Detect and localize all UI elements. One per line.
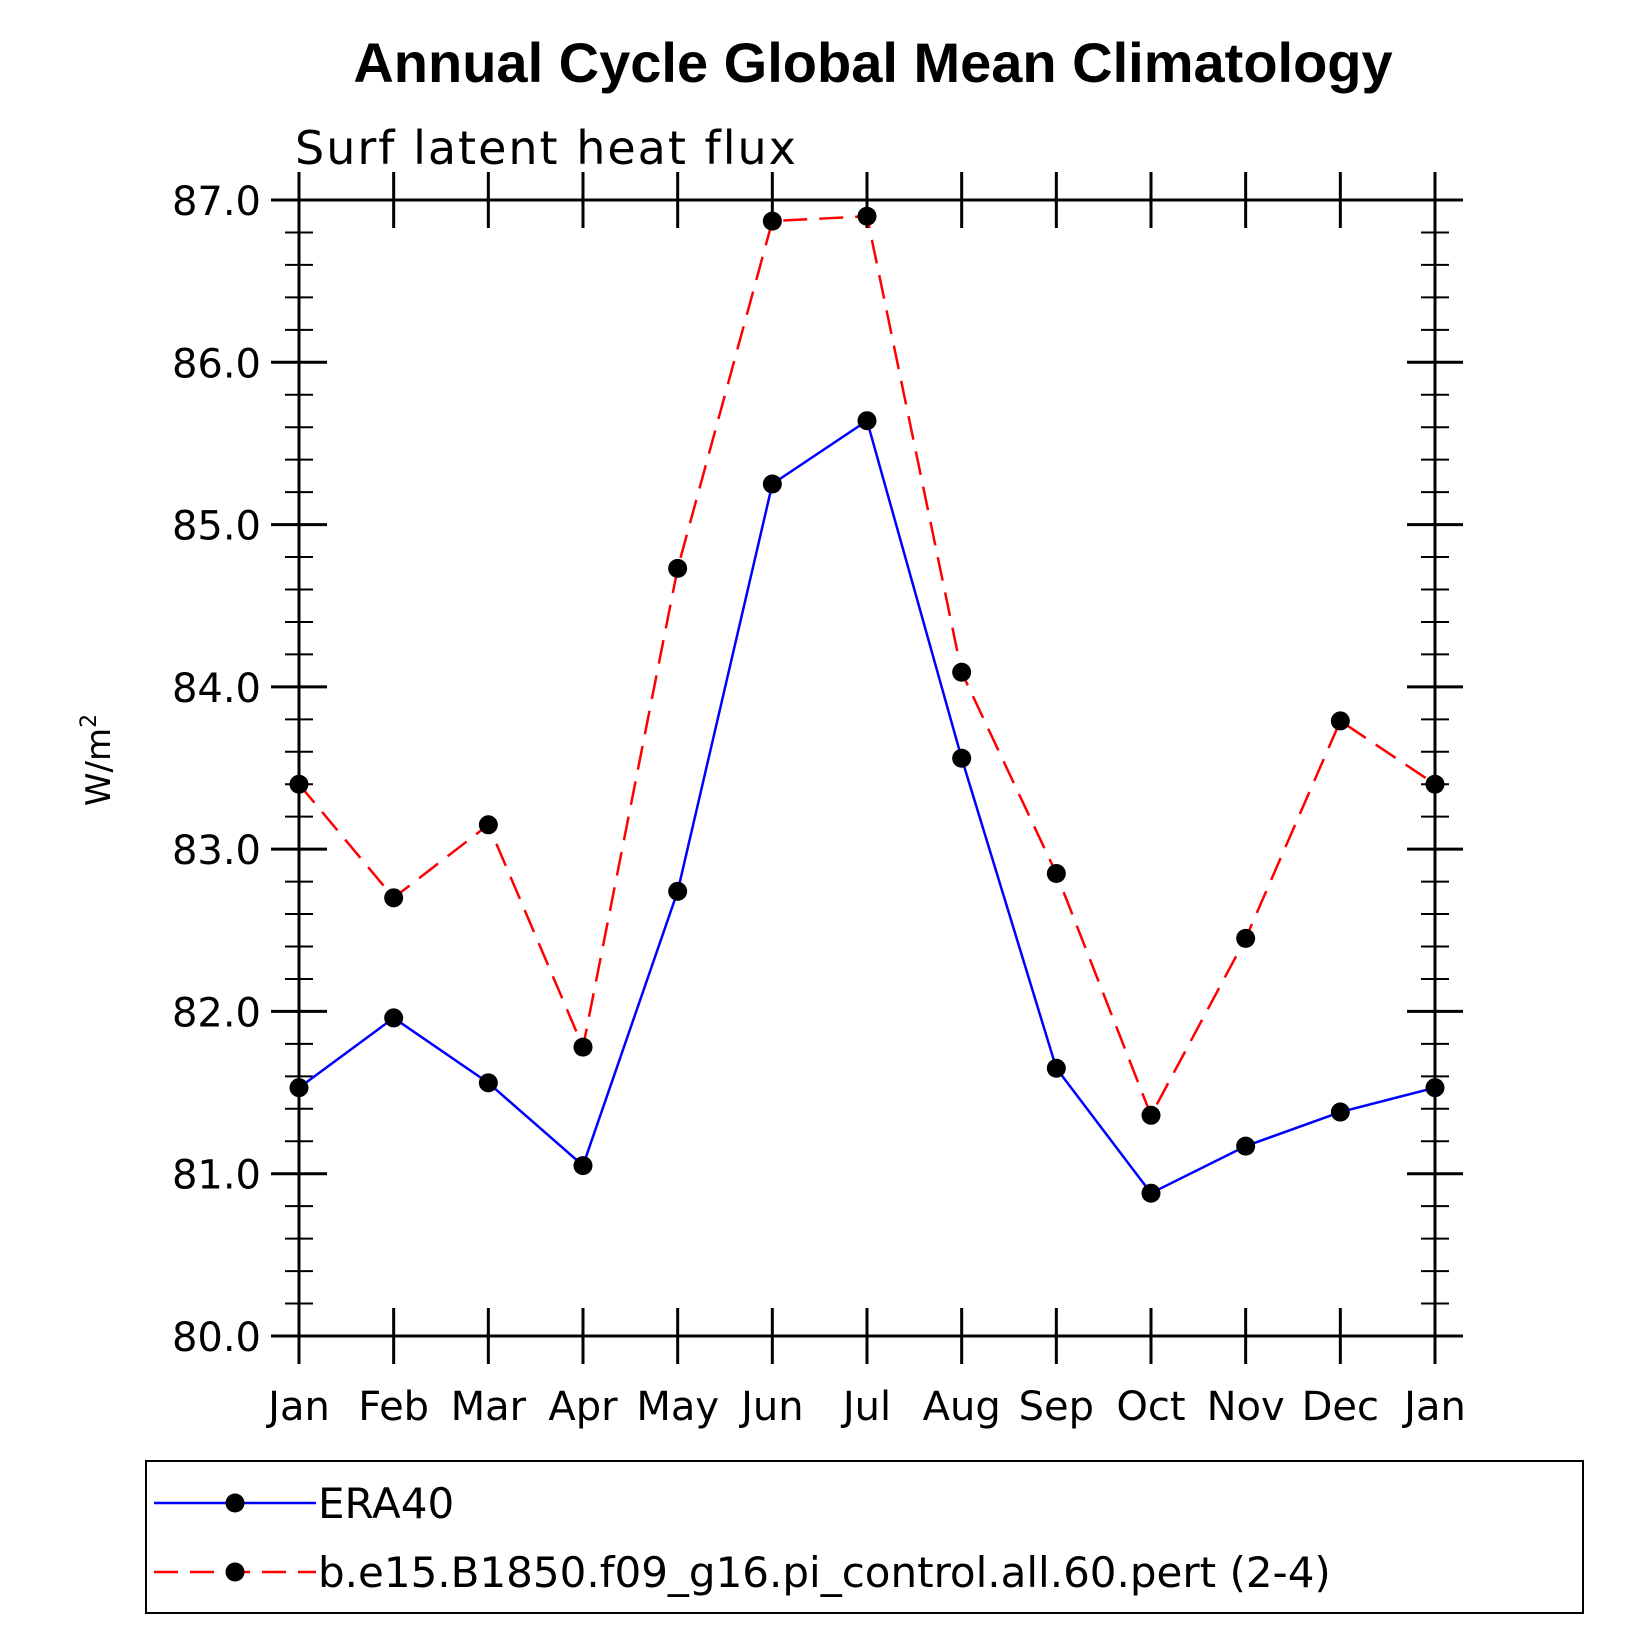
data-point-series-1 — [384, 888, 404, 908]
data-point-series-1 — [952, 662, 972, 682]
y-tick-label: 86.0 — [172, 341, 261, 387]
series-line-0 — [298, 418, 1436, 1195]
y-axis-label: W/m2 — [77, 714, 119, 806]
x-tick-label: Apr — [548, 1384, 618, 1430]
data-point-series-1 — [1236, 928, 1256, 948]
x-tick-label: Jan — [1401, 1384, 1466, 1430]
chart-title: Annual Cycle Global Mean Climatology — [353, 31, 1392, 94]
y-axis-label-main: W/m — [79, 728, 119, 806]
x-tick-label: Jan — [265, 1384, 330, 1430]
y-tick-label: 81.0 — [172, 1153, 261, 1199]
data-point-series-1 — [1141, 1105, 1161, 1125]
data-point-series-1 — [668, 558, 688, 578]
x-tick-label: Mar — [451, 1384, 527, 1430]
data-point-series-0 — [668, 881, 688, 901]
y-tick-label: 80.0 — [172, 1315, 261, 1361]
data-point-series-1 — [478, 815, 498, 835]
data-point-series-1 — [573, 1037, 593, 1057]
axes-frame — [271, 172, 1463, 1364]
x-tick-label: Sep — [1019, 1384, 1094, 1430]
y-tick-label: 87.0 — [172, 179, 261, 225]
data-point-series-1 — [289, 774, 309, 794]
data-point-series-0 — [573, 1156, 593, 1176]
legend-label-0: ERA40 — [318, 1479, 454, 1528]
data-point-series-1 — [1330, 711, 1350, 731]
data-point-series-0 — [952, 748, 972, 768]
data-point-series-0 — [1330, 1102, 1350, 1122]
x-tick-label: Oct — [1116, 1384, 1185, 1430]
plot-border — [297, 198, 1437, 1338]
data-point-series-0 — [289, 1078, 309, 1098]
data-point-series-0 — [857, 411, 877, 431]
x-tick-label: Dec — [1302, 1384, 1379, 1430]
legend-marker-1 — [225, 1562, 245, 1582]
legend: ERA40 b.e15.B1850.f09_g16.pi_control.all.… — [145, 1460, 1584, 1614]
tick-labels: Jan Feb Mar Apr May Jun Jul Aug Sep Oct Nov Dec Jan8… — [172, 179, 1466, 1430]
legend-items: ERA40 b.e15.B1850.f09_g16.pi_control.all.… — [154, 1479, 1331, 1597]
legend-label-1: b.e15.B1850.f09_g16.pi_control.all.60.pe… — [318, 1548, 1331, 1597]
data-point-series-1 — [857, 206, 877, 226]
y-tick-label: 82.0 — [172, 990, 261, 1036]
chart-subtitle: Surf latent heat flux — [295, 121, 798, 175]
data-point-series-1 — [1046, 863, 1066, 883]
x-tick-label: Feb — [358, 1384, 429, 1430]
data-point-series-0 — [762, 474, 782, 494]
data-point-series-0 — [1236, 1136, 1256, 1156]
series-line-1 — [298, 214, 1436, 1119]
data-point-series-1 — [1425, 774, 1445, 794]
data-point-series-0 — [1141, 1183, 1161, 1203]
data-point-series-0 — [1046, 1058, 1066, 1078]
x-tick-label: May — [636, 1384, 719, 1430]
legend-marker-0 — [225, 1493, 245, 1513]
legend-box — [145, 1460, 1584, 1614]
y-tick-label: 85.0 — [172, 504, 261, 550]
x-tick-label: Jul — [840, 1384, 891, 1430]
series-points — [289, 206, 1445, 1203]
data-point-series-0 — [1425, 1078, 1445, 1098]
y-axis-label-superscript: 2 — [77, 714, 102, 728]
x-tick-label: Jun — [738, 1384, 804, 1430]
y-tick-label: 83.0 — [172, 828, 261, 874]
data-point-series-1 — [762, 211, 782, 231]
data-point-series-0 — [384, 1008, 404, 1028]
y-tick-label: 84.0 — [172, 666, 261, 712]
series-lines — [298, 214, 1436, 1195]
data-point-series-0 — [478, 1073, 498, 1093]
x-tick-label: Nov — [1207, 1384, 1285, 1430]
x-tick-label: Aug — [923, 1384, 1001, 1430]
